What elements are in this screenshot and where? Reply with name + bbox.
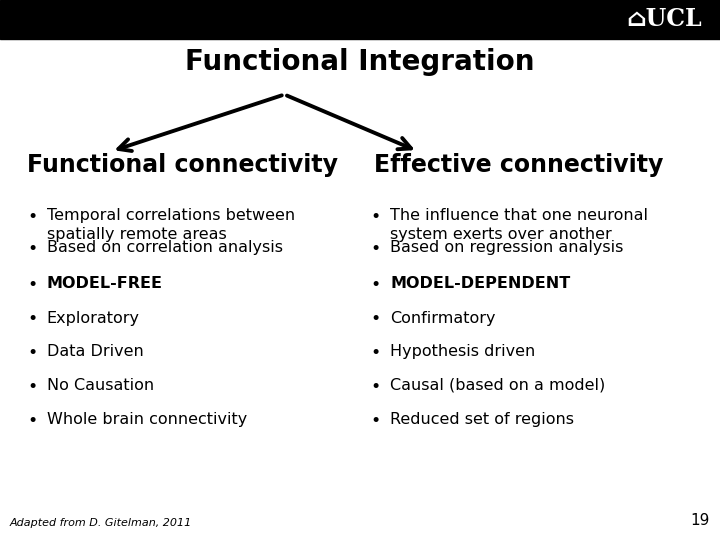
Text: Functional connectivity: Functional connectivity xyxy=(27,153,338,177)
Text: Exploratory: Exploratory xyxy=(47,310,140,326)
Text: ⌂UCL: ⌂UCL xyxy=(626,8,702,31)
Text: Adapted from D. Gitelman, 2011: Adapted from D. Gitelman, 2011 xyxy=(10,518,192,528)
Text: •: • xyxy=(371,208,381,226)
Text: Based on correlation analysis: Based on correlation analysis xyxy=(47,240,283,255)
Text: •: • xyxy=(371,310,381,328)
Text: Effective connectivity: Effective connectivity xyxy=(374,153,664,177)
Text: Functional Integration: Functional Integration xyxy=(185,48,535,76)
Bar xyxy=(0,0,720,39)
Text: Reduced set of regions: Reduced set of regions xyxy=(390,412,575,427)
Text: •: • xyxy=(371,344,381,362)
Text: No Causation: No Causation xyxy=(47,378,154,393)
Text: Confirmatory: Confirmatory xyxy=(390,310,496,326)
Text: •: • xyxy=(27,344,37,362)
Text: Based on regression analysis: Based on regression analysis xyxy=(390,240,624,255)
Text: MODEL-FREE: MODEL-FREE xyxy=(47,276,163,292)
Text: Temporal correlations between
spatially remote areas: Temporal correlations between spatially … xyxy=(47,208,295,241)
Text: The influence that one neuronal
system exerts over another: The influence that one neuronal system e… xyxy=(390,208,648,241)
Text: •: • xyxy=(27,412,37,430)
Text: Data Driven: Data Driven xyxy=(47,344,143,359)
Text: 19: 19 xyxy=(690,513,709,528)
Text: •: • xyxy=(371,240,381,258)
Text: Hypothesis driven: Hypothesis driven xyxy=(390,344,536,359)
Text: •: • xyxy=(27,378,37,396)
Text: •: • xyxy=(371,412,381,430)
Text: •: • xyxy=(27,208,37,226)
Text: Causal (based on a model): Causal (based on a model) xyxy=(390,378,606,393)
Text: •: • xyxy=(27,310,37,328)
Text: MODEL-DEPENDENT: MODEL-DEPENDENT xyxy=(390,276,570,292)
Text: •: • xyxy=(27,240,37,258)
Text: •: • xyxy=(27,276,37,294)
Text: Whole brain connectivity: Whole brain connectivity xyxy=(47,412,247,427)
Text: •: • xyxy=(371,378,381,396)
Text: •: • xyxy=(371,276,381,294)
